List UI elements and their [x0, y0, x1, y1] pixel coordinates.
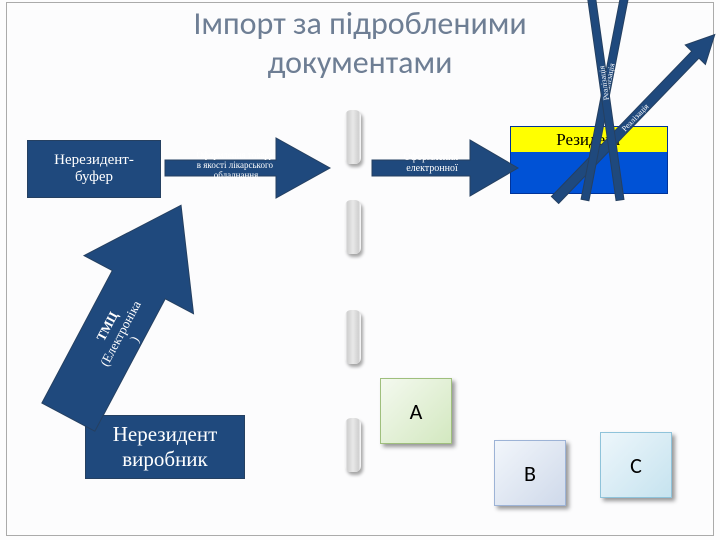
separator-3 [345, 310, 361, 364]
separator-2 [345, 200, 361, 254]
box-C: C [600, 432, 672, 498]
box-B: B [494, 440, 566, 506]
separator-4 [345, 418, 361, 472]
box-resident-bottom [510, 152, 668, 194]
separator-1 [345, 110, 361, 164]
box-resident-top: Резидент [510, 126, 668, 152]
box-buffer: Нерезидент- буфер [27, 140, 161, 198]
page-title: Імпорт за підробленими документами [0, 4, 720, 82]
box-A: A [380, 378, 452, 444]
box-producer: Нерезидент виробник [85, 415, 245, 479]
